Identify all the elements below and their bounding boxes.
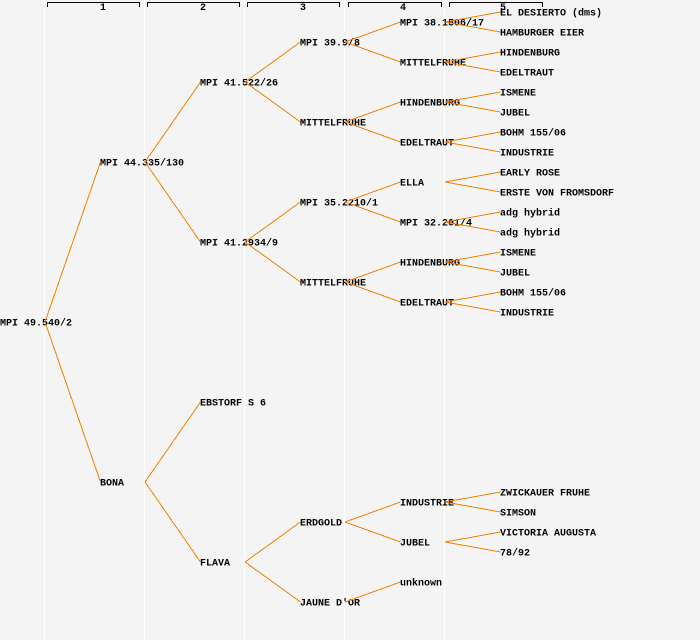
svg-text:78/92: 78/92 — [500, 548, 530, 560]
svg-text:ERDGOLD: ERDGOLD — [300, 519, 342, 530]
svg-text:JAUNE D'OR: JAUNE D'OR — [300, 598, 360, 610]
svg-text:MITTELFRUHE: MITTELFRUHE — [400, 59, 466, 70]
svg-text:MITTELFRUHE: MITTELFRUHE — [300, 279, 366, 290]
svg-text:HINDENBURG: HINDENBURG — [500, 49, 560, 60]
svg-text:JUBEL: JUBEL — [500, 269, 530, 280]
svg-text:BOHM 155/06: BOHM 155/06 — [500, 288, 566, 300]
svg-text:unknown: unknown — [400, 578, 442, 590]
svg-text:MPI 35.2210/1: MPI 35.2210/1 — [300, 198, 378, 210]
svg-text:MPI 39.9/8: MPI 39.9/8 — [300, 38, 360, 50]
svg-text:2: 2 — [200, 3, 206, 14]
svg-text:EBSTORF S 6: EBSTORF S 6 — [200, 399, 266, 410]
svg-text:MPI 41.522/26: MPI 41.522/26 — [200, 78, 278, 90]
svg-text:MPI 41.2934/9: MPI 41.2934/9 — [200, 238, 278, 250]
svg-text:EL DESIERTO (dms): EL DESIERTO (dms) — [500, 8, 602, 20]
svg-text:adg hybrid: adg hybrid — [500, 208, 560, 220]
svg-text:3: 3 — [300, 3, 306, 14]
svg-text:SIMSON: SIMSON — [500, 509, 536, 520]
svg-text:EARLY ROSE: EARLY ROSE — [500, 169, 560, 180]
svg-text:INDUSTRIE: INDUSTRIE — [500, 149, 554, 160]
svg-text:1: 1 — [100, 3, 106, 14]
svg-text:HINDENBURG: HINDENBURG — [400, 99, 460, 110]
svg-text:INDUSTRIE: INDUSTRIE — [500, 309, 554, 320]
svg-text:ISMENE: ISMENE — [500, 249, 536, 260]
svg-text:adg hybrid: adg hybrid — [500, 228, 560, 240]
svg-text:ELLA: ELLA — [400, 179, 424, 190]
svg-text:ISMENE: ISMENE — [500, 89, 536, 100]
svg-text:FLAVA: FLAVA — [200, 559, 230, 570]
svg-text:MITTELFRUHE: MITTELFRUHE — [300, 119, 366, 130]
svg-text:4: 4 — [400, 3, 406, 14]
svg-text:VICTORIA AUGUSTA: VICTORIA AUGUSTA — [500, 529, 596, 540]
svg-text:BOHM 155/06: BOHM 155/06 — [500, 128, 566, 140]
svg-text:EDELTRAUT: EDELTRAUT — [500, 69, 554, 80]
svg-text:ZWICKAUER FRUHE: ZWICKAUER FRUHE — [500, 489, 590, 500]
svg-text:EDELTRAUT: EDELTRAUT — [400, 299, 454, 310]
svg-text:ERSTE VON FROMSDORF: ERSTE VON FROMSDORF — [500, 189, 614, 200]
svg-text:JUBEL: JUBEL — [400, 539, 430, 550]
svg-text:MPI 44.335/130: MPI 44.335/130 — [100, 158, 184, 170]
svg-text:5: 5 — [500, 3, 506, 14]
svg-text:BONA: BONA — [100, 479, 124, 490]
svg-text:EDELTRAUT: EDELTRAUT — [400, 139, 454, 150]
svg-text:HAMBURGER EIER: HAMBURGER EIER — [500, 29, 584, 40]
svg-text:JUBEL: JUBEL — [500, 109, 530, 120]
svg-text:MPI 49.540/2: MPI 49.540/2 — [0, 318, 72, 330]
svg-text:INDUSTRIE: INDUSTRIE — [400, 499, 454, 510]
svg-text:MPI 38.1506/17: MPI 38.1506/17 — [400, 18, 484, 30]
svg-text:HINDENBURG: HINDENBURG — [400, 259, 460, 270]
